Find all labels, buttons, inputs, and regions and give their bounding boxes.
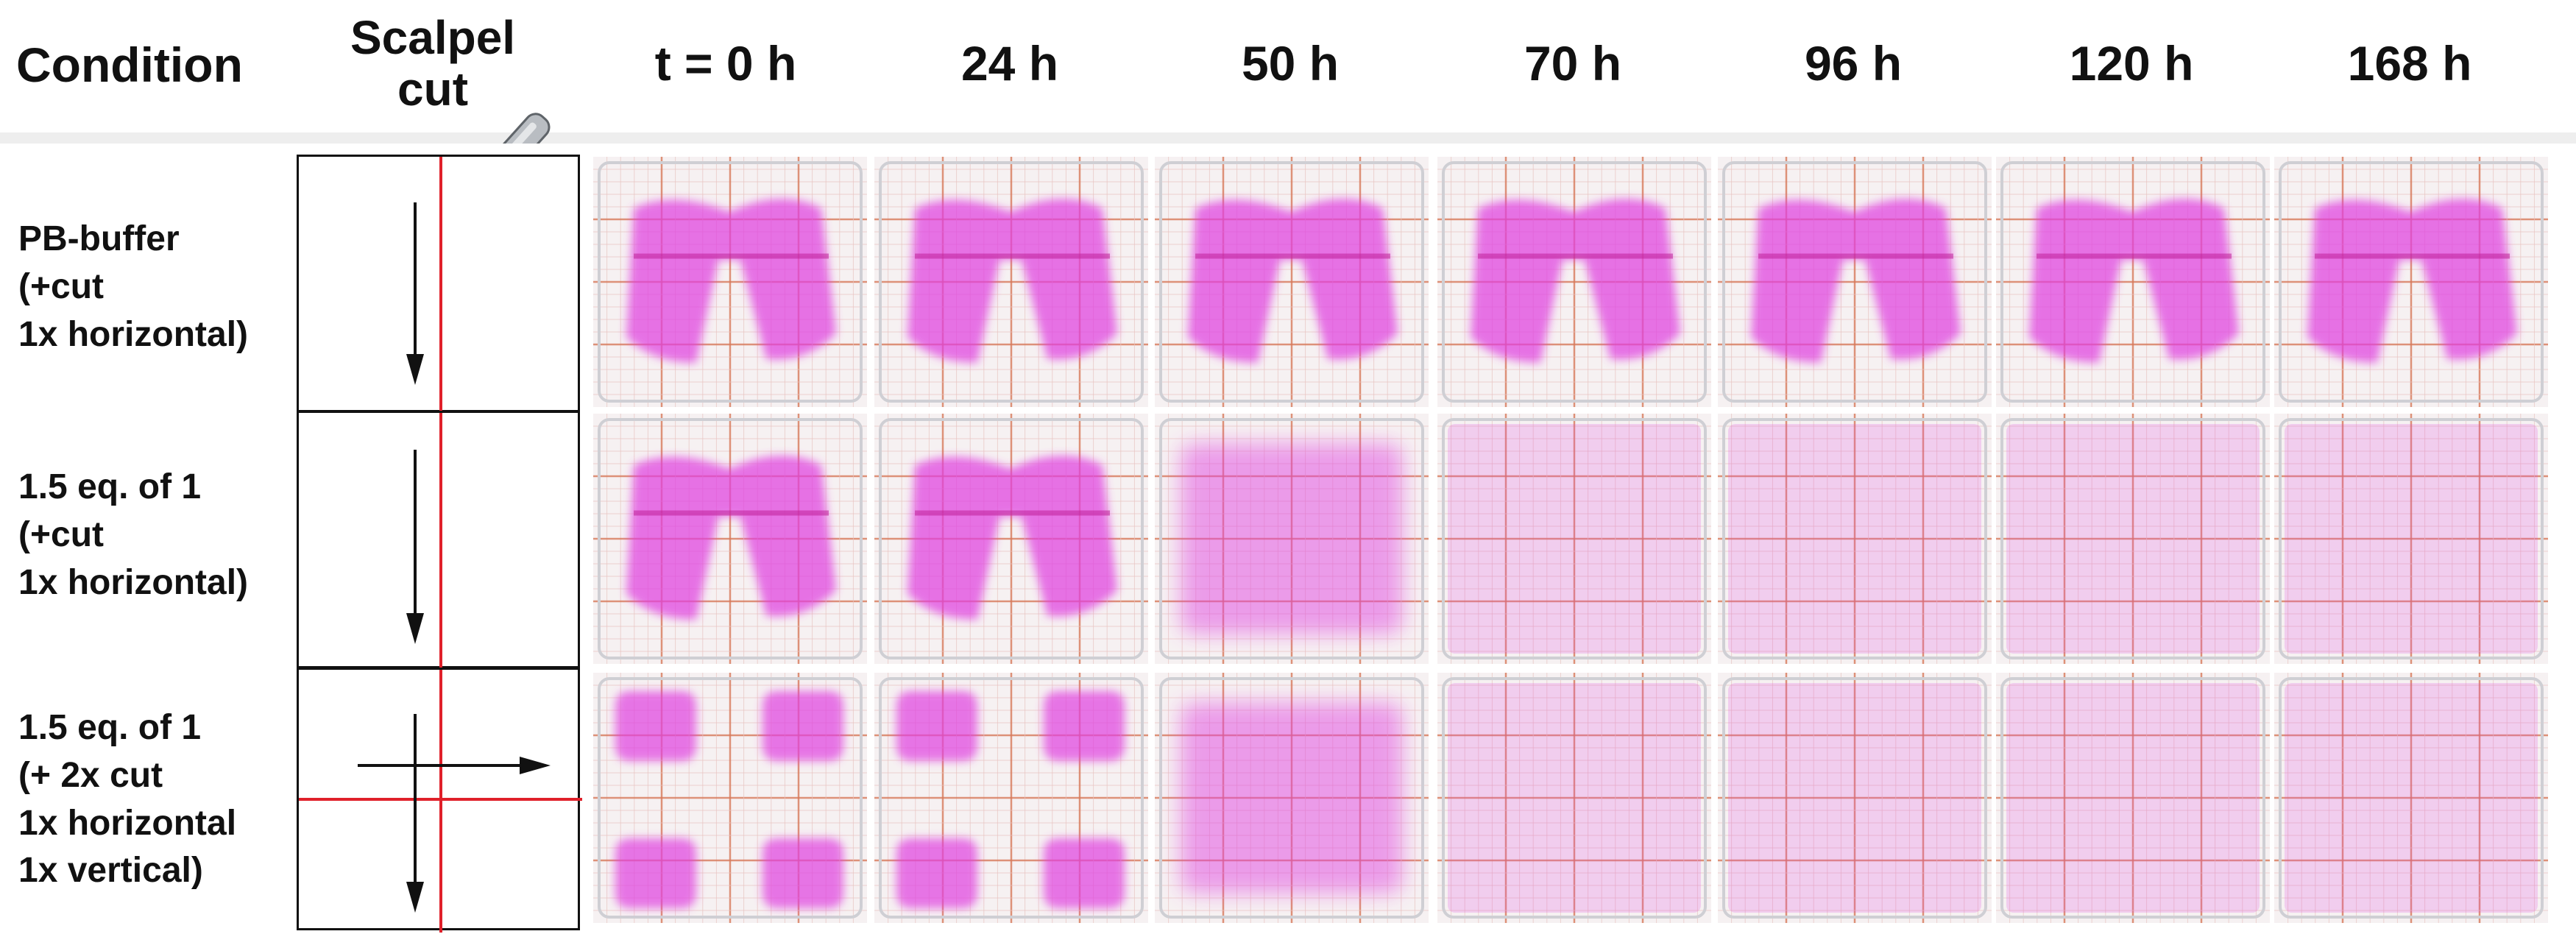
row1-label-line3: 1x horizontal) (18, 314, 249, 354)
sample-photo-r3-c1 (593, 673, 867, 923)
row2-label-line1: 1.5 eq. of 1 (18, 467, 202, 506)
row-label-1: PB-buffer (+cut 1x horizontal) (18, 216, 248, 358)
row1-label-line2: (+cut (18, 266, 105, 306)
sample-photo-r3-c5 (1718, 673, 1992, 923)
sample-photo-r3-c3 (1155, 673, 1429, 923)
arrow-down-icon (406, 714, 424, 913)
row2-label-line2: (+cut (18, 514, 105, 554)
row3-label-line2: (+ 2x cut (18, 755, 163, 795)
scalpel-header-line1: Scalpel (350, 11, 516, 64)
sample-photo-r3-c6 (1996, 673, 2270, 923)
row3-label-line4: 1x vertical) (18, 851, 203, 891)
cut-diagram-row2 (297, 411, 580, 671)
sample-photo-r2-c4 (1437, 414, 1711, 664)
row3-label-line3: 1x horizontal (18, 803, 237, 843)
time-header-2: 50 h (1241, 36, 1340, 91)
time-header-0: t = 0 h (654, 36, 797, 91)
sample-photo-r2-c7 (2274, 414, 2548, 664)
sample-photo-r1-c5 (1718, 157, 1992, 407)
sample-photo-r2-c6 (1996, 414, 2270, 664)
sample-photo-r1-c1 (593, 157, 867, 407)
sample-photo-r1-c3 (1155, 157, 1429, 407)
row1-label-line1: PB-buffer (18, 219, 180, 258)
conditions-panel: PB-buffer (+cut 1x horizontal) 1.5 eq. o… (0, 144, 2576, 948)
time-header-4: 96 h (1804, 36, 1903, 91)
sample-photo-r1-c7 (2274, 157, 2548, 407)
sample-photo-r2-c5 (1718, 414, 1992, 664)
time-header-1: 24 h (960, 36, 1059, 91)
time-header-3: 70 h (1524, 36, 1622, 91)
condition-header: Condition (16, 38, 243, 92)
sample-photo-r1-c2 (874, 157, 1148, 407)
sample-photo-r1-c6 (1996, 157, 2270, 407)
scalpel-header-line2: cut (397, 63, 468, 116)
time-header-6: 168 h (2347, 36, 2472, 91)
scalpel-cut-header: Scalpel cut (350, 12, 515, 116)
sample-photo-r3-c4 (1437, 673, 1711, 923)
sample-photo-r2-c1 (593, 414, 867, 664)
cut-diagram-row1 (297, 155, 580, 414)
sample-photo-r2-c2 (874, 414, 1148, 664)
arrow-down-icon (406, 202, 424, 385)
column-header-bar: Condition Scalpel cut t = 0 h 24 h 50 h … (0, 0, 2576, 132)
sample-photo-grid (593, 157, 2548, 923)
sample-photo-r3-c2 (874, 673, 1148, 923)
sample-photo-r2-c3 (1155, 414, 1429, 664)
arrow-right-icon (358, 757, 551, 774)
time-header-5: 120 h (2069, 36, 2194, 91)
arrow-down-icon (406, 450, 424, 644)
cut-diagram-row3 (297, 668, 582, 933)
sample-photo-r1-c4 (1437, 157, 1711, 407)
row2-label-line3: 1x horizontal) (18, 562, 249, 602)
row3-label-line1: 1.5 eq. of 1 (18, 708, 202, 747)
row-label-3: 1.5 eq. of 1 (+ 2x cut 1x horizontal 1x … (18, 704, 236, 895)
row-label-2: 1.5 eq. of 1 (+cut 1x horizontal) (18, 464, 248, 606)
sample-photo-r3-c7 (2274, 673, 2548, 923)
